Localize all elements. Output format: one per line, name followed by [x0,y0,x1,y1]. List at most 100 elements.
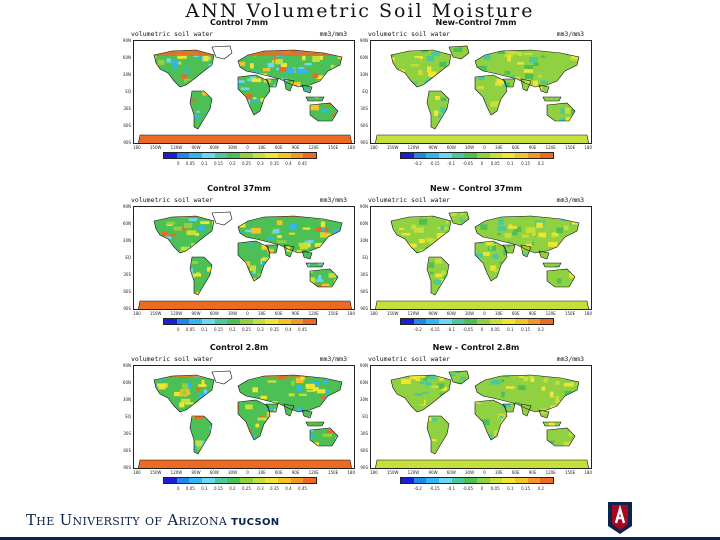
latitude-tick: 30S [123,431,131,436]
world-map [375,370,589,468]
colorbar-swatch [451,319,465,324]
latitude-tick: EQ [362,89,368,94]
colorbar-tick: 0.35 [270,327,279,332]
colorbar-swatch [451,153,465,158]
footer [0,497,720,540]
map-panel: New - Control 2.8m volumetric soil water m… [360,343,592,495]
colorbar-tick: 0.4 [285,161,292,166]
longitude-tick: 150W [386,311,399,316]
latitude-tick: EQ [125,89,131,94]
longitude-tick: 30E [495,470,503,475]
colorbar-swatch [290,319,304,324]
longitude-tick: 90E [528,311,537,316]
colorbar-labels: 0 0.05 0.1 0.15 0.2 0.25 0.3 0.35 0.4 0.45 [177,327,307,333]
latitude-tick: 90S [123,140,131,145]
colorbar-tick: -0.1 [447,327,456,332]
colorbar-swatch [202,153,215,158]
colorbar-tick: 0 [177,327,180,332]
longitude-tick: 60E [274,311,283,316]
latitude-tick: 60S [360,123,368,128]
footer-rule [0,537,720,540]
longitude-tick: 30W [228,145,238,150]
colorbar-swatch [413,153,427,158]
longitude-tick: 120W [170,311,183,316]
colorbar-tick: -0.2 [414,161,422,166]
longitude-tick: 150E [327,470,339,475]
colorbar-swatch [164,153,177,158]
colorbar-swatch [164,319,177,324]
colorbar [400,477,554,484]
panel-title: Control 7mm [209,18,269,27]
longitude-tick: 90E [528,470,537,475]
latitude-tick: 90S [360,140,368,145]
longitude-tick: 120W [407,470,420,475]
colorbar-swatch [278,153,291,158]
colorbar-tick: 0.15 [213,327,223,332]
latitude-tick: 90N [122,38,131,43]
latitude-tick: 60S [360,289,368,294]
colorbar-swatch [502,153,516,158]
latitude-tick: 60S [123,289,131,294]
longitude-tick: 60E [274,470,283,475]
longitude-tick: 120E [545,470,556,475]
colorbar-swatch [477,319,490,324]
longitude-tick: 180 [347,470,355,475]
longitude-tick: 60W [446,311,456,316]
units-label: mm3/mm3 [319,355,347,363]
colorbar-tick: 0 [177,161,180,166]
latitude-tick: 60N [359,221,368,226]
colorbar-swatch [426,153,440,158]
longitude-tick: 180 [370,145,378,150]
longitude-tick: 60W [209,311,219,316]
colorbar-tick: 0.05 [490,161,500,166]
colorbar-swatch [265,153,279,158]
colorbar-tick: 0.2 [229,327,236,332]
colorbar-swatch [401,478,414,483]
longitude-tick: 120E [308,311,319,316]
colorbar-tick: 0.15 [521,486,531,491]
latitude-tick: EQ [362,414,368,419]
variable-label: volumetric soil water [368,30,451,38]
longitude-tick: 180 [584,470,592,475]
longitude-axis: 180 150W 120W 90W 60W 30W 0 30E 60E 90E 120E 150E 18… [133,311,355,317]
latitude-tick: 30S [360,272,368,277]
longitude-tick: 60W [446,145,456,150]
colorbar-swatch [176,153,190,158]
colorbar-tick: 0.45 [298,161,307,166]
longitude-tick: 180 [133,145,141,150]
longitude-tick: 180 [584,311,592,316]
longitude-tick: 30W [228,470,238,475]
units-label: mm3/mm3 [556,196,584,204]
university-wordmark: The University of Arizona Tucson [26,511,279,529]
longitude-axis: 180 150W 120W 90W 60W 30W 0 30E 60E 90E 120E 150E 18… [370,311,592,317]
colorbar-tick: 0.15 [213,486,223,491]
colorbar-labels: -0.2 -0.15 -0.1 -0.05 0 0.05 0.1 0.15 0.2 [414,161,544,167]
panel-title: New-Control 7mm [435,18,517,27]
colorbar-swatch [527,478,541,483]
colorbar-labels: -0.2 -0.15 -0.1 -0.05 0 0.05 0.1 0.15 0.2 [414,327,544,333]
colorbar-tick: 0.2 [229,486,236,491]
longitude-tick: 30W [465,470,475,475]
latitude-tick: 60N [122,380,131,385]
colorbar-tick: 0.05 [185,327,195,332]
colorbar-swatch [439,478,452,483]
longitude-tick: 0 [246,311,249,316]
colorbar-tick: 0.2 [537,486,544,491]
latitude-tick: 60N [122,55,131,60]
colorbar-swatch [426,478,440,483]
colorbar-swatch [464,153,478,158]
world-map [375,211,589,309]
latitude-tick: 30S [360,431,368,436]
colorbar-tick: 0.35 [270,486,279,491]
latitude-tick: 60N [359,380,368,385]
longitude-tick: 120W [407,145,420,150]
colorbar-tick: 0.15 [213,161,223,166]
colorbar-labels: 0 0.05 0.1 0.15 0.2 0.25 0.3 0.35 0.4 0.45 [177,486,307,492]
panel-title: Control 2.8m [209,343,269,352]
latitude-tick: 90N [359,363,368,368]
colorbar-swatch [265,478,279,483]
university-name-text: The University of Arizona [26,511,228,529]
longitude-tick: 60E [511,470,520,475]
colorbar-tick: 0 [480,327,484,332]
world-map [138,370,352,468]
